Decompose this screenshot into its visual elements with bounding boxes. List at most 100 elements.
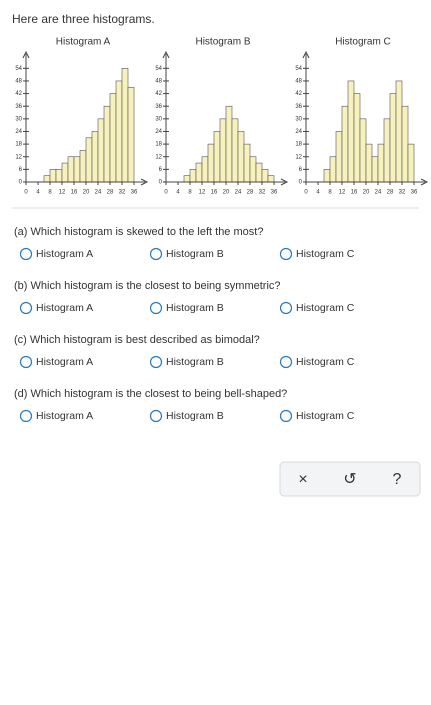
x-tick-label: 24 (375, 190, 382, 196)
y-tick-label: 54 (15, 66, 22, 72)
bar (201, 156, 209, 183)
x-tick-label: 24 (235, 190, 242, 196)
radio-option[interactable]: Histogram B (149, 301, 224, 315)
x-tick-label: 28 (247, 190, 254, 196)
control-button[interactable]: ↺ (343, 471, 356, 488)
radio-option[interactable]: Histogram A (19, 409, 94, 423)
x-tick-label: 4 (36, 190, 40, 196)
radio[interactable] (279, 355, 293, 369)
bar (225, 105, 233, 183)
bar (359, 118, 367, 183)
option-label: Histogram B (166, 248, 224, 260)
y-tick-label: 30 (295, 116, 302, 122)
bar (267, 175, 275, 183)
radio[interactable] (279, 301, 293, 315)
bar (249, 156, 257, 183)
y-tick-label: 0 (19, 180, 23, 186)
x-tick-label: 32 (259, 190, 266, 196)
radio[interactable] (19, 409, 33, 423)
bar (219, 118, 227, 183)
x-tick-label: 32 (119, 190, 126, 196)
y-tick-label: 42 (155, 91, 162, 97)
radio[interactable] (279, 247, 293, 261)
radio-option[interactable]: Histogram A (19, 355, 94, 369)
radio-option[interactable]: Histogram C (279, 301, 355, 315)
radio[interactable] (149, 247, 163, 261)
radio-option[interactable]: Histogram B (149, 355, 224, 369)
x-tick-label: 36 (131, 190, 138, 196)
x-tick-label: 32 (399, 190, 406, 196)
radio[interactable] (19, 301, 33, 315)
x-tick-label: 4 (316, 190, 320, 196)
y-tick-label: 24 (295, 129, 302, 135)
question: (d) Which histogram is the closest to be… (14, 388, 287, 400)
bar (353, 93, 361, 183)
y-tick-label: 54 (295, 66, 302, 72)
option-label: Histogram C (296, 302, 355, 314)
bar (371, 156, 379, 183)
radio[interactable] (19, 355, 33, 369)
bar (407, 143, 415, 183)
radio-option[interactable]: Histogram C (279, 409, 355, 423)
chart-title: Histogram B (195, 37, 250, 48)
control-button[interactable]: ? (393, 471, 402, 488)
radio[interactable] (149, 355, 163, 369)
y-tick-label: 36 (155, 104, 162, 110)
option-label: Histogram B (166, 356, 224, 368)
x-arrow (420, 178, 429, 186)
option-label: Histogram A (36, 302, 93, 314)
bar (121, 68, 129, 183)
x-tick-label: 24 (95, 190, 102, 196)
x-tick-label: 16 (351, 190, 358, 196)
bar (261, 169, 269, 183)
bar (383, 118, 391, 183)
radio[interactable] (149, 301, 163, 315)
bar (43, 175, 51, 183)
bar (67, 156, 75, 183)
radio[interactable] (279, 409, 293, 423)
bar (55, 169, 63, 183)
bar (85, 137, 93, 183)
bar (73, 156, 81, 183)
bar (389, 93, 397, 183)
option-label: Histogram C (296, 410, 355, 422)
x-arrow (140, 178, 149, 186)
radio-option[interactable]: Histogram B (149, 409, 224, 423)
radio[interactable] (19, 247, 33, 261)
radio-option[interactable]: Histogram C (279, 247, 355, 261)
bar (255, 162, 263, 183)
bar (115, 80, 123, 183)
x-tick-label: 28 (387, 190, 394, 196)
question: (b) Which histogram is the closest to be… (14, 280, 281, 292)
bar (127, 86, 135, 183)
x-tick-label: 28 (107, 190, 114, 196)
question: (c) Which histogram is best described as… (14, 334, 260, 346)
bar (237, 131, 245, 183)
bar (189, 169, 197, 183)
x-tick-label: 8 (188, 190, 192, 196)
radio-option[interactable]: Histogram A (19, 247, 94, 261)
option-label: Histogram C (296, 248, 355, 260)
control-panel (279, 461, 421, 497)
radio-option[interactable]: Histogram B (149, 247, 224, 261)
chart-title: Histogram C (335, 37, 391, 48)
control-button[interactable]: × (298, 471, 307, 488)
bar (329, 156, 337, 183)
y-tick-label: 30 (15, 116, 22, 122)
bar (395, 80, 403, 183)
radio-option[interactable]: Histogram A (19, 301, 94, 315)
bar (109, 93, 117, 183)
y-tick-label: 6 (159, 167, 163, 173)
y-tick-label: 6 (299, 167, 303, 173)
y-tick-label: 42 (15, 91, 22, 97)
radio-option[interactable]: Histogram C (279, 355, 355, 369)
y-arrow (162, 50, 170, 59)
chart-title: Histogram A (56, 37, 111, 48)
bar (243, 143, 251, 183)
x-tick-label: 20 (223, 190, 230, 196)
y-tick-label: 12 (15, 154, 22, 160)
radio[interactable] (149, 409, 163, 423)
x-tick-label: 8 (48, 190, 52, 196)
x-tick-label: 16 (211, 190, 218, 196)
